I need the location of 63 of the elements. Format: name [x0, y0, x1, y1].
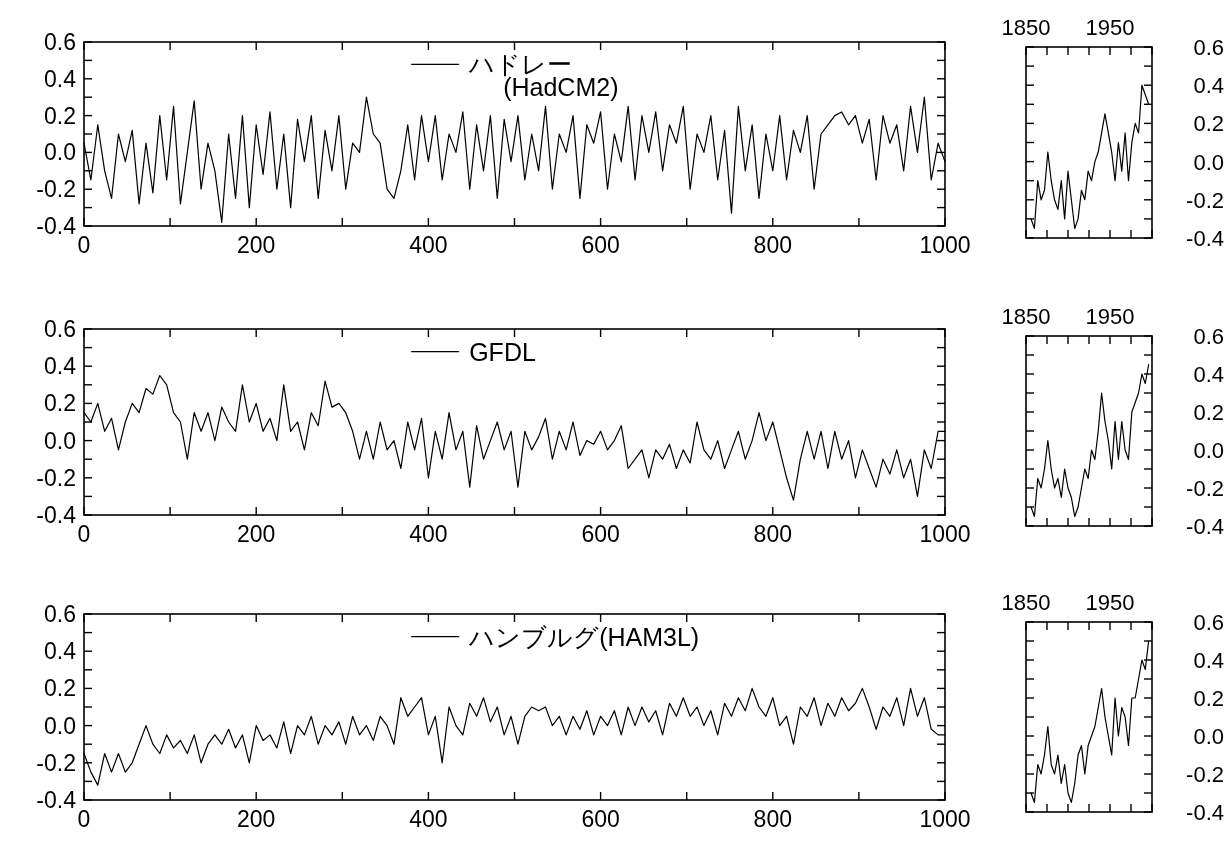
x-tick-label: 400 [409, 232, 448, 258]
y-tick-label: 0.4 [44, 65, 77, 92]
x-tick-label: 1000 [919, 232, 971, 258]
y-tick-label: -0.4 [1186, 514, 1224, 539]
x-tick-label: 1850 [1001, 304, 1051, 329]
y-tick-label: -0.2 [36, 464, 76, 491]
x-tick-label: 200 [237, 806, 276, 832]
x-tick-label: 0 [77, 806, 91, 832]
x-tick-label: 1950 [1085, 590, 1135, 615]
y-tick-label: -0.2 [1186, 762, 1224, 787]
x-tick-label: 800 [753, 232, 792, 258]
y-tick-label: 0.6 [44, 316, 76, 342]
x-tick-label: 400 [409, 806, 448, 832]
y-tick-label: 0.0 [1193, 438, 1224, 463]
y-tick-label: 0.2 [1193, 400, 1224, 425]
y-tick-label: 0.2 [1193, 111, 1224, 137]
y-tick-label: 0.6 [44, 29, 76, 55]
y-tick-label: -0.2 [1186, 476, 1224, 501]
y-tick-label: -0.2 [36, 176, 76, 203]
y-tick-label: -0.4 [1186, 226, 1224, 251]
y-tick-label: 0.0 [1193, 149, 1224, 175]
x-tick-label: 600 [581, 232, 620, 258]
x-tick-label: 800 [753, 521, 792, 547]
x-tick-label: 1850 [1001, 15, 1051, 40]
y-tick-label: 0.0 [1193, 724, 1224, 749]
y-tick-label: -0.4 [36, 787, 77, 813]
y-tick-label: 0.6 [1193, 610, 1224, 635]
y-tick-label: 0.4 [44, 353, 77, 380]
x-tick-label: 200 [237, 521, 276, 547]
x-tick-label: 0 [77, 521, 91, 547]
x-tick-label: 1850 [1001, 590, 1051, 615]
y-tick-label: 0.2 [44, 102, 76, 129]
y-tick-label: 0.6 [44, 601, 76, 627]
y-tick-label: -0.2 [36, 749, 76, 776]
x-tick-label: 600 [581, 806, 620, 832]
y-tick-label: 0.0 [44, 139, 76, 166]
x-tick-label: 1000 [919, 521, 971, 547]
y-tick-label: 0.0 [44, 427, 76, 454]
y-tick-label: -0.4 [36, 502, 77, 528]
x-tick-label: 1950 [1085, 304, 1135, 329]
legend-label: GFDL [469, 337, 536, 366]
y-tick-label: -0.4 [1186, 800, 1224, 825]
y-tick-label: 0.4 [1193, 648, 1224, 673]
legend-label: ハドレー (HadCM2) [468, 50, 619, 102]
y-tick-label: 0.4 [44, 638, 77, 665]
y-tick-label: 0.2 [1193, 686, 1224, 711]
legend-label: ハンブルグ(HAM3L) [468, 622, 700, 651]
x-tick-label: 1950 [1085, 15, 1135, 40]
y-tick-label: -0.2 [1186, 187, 1224, 213]
y-tick-label: 0.0 [44, 712, 76, 739]
x-tick-label: 1000 [919, 806, 971, 832]
y-tick-label: 0.2 [44, 675, 76, 702]
x-tick-label: 400 [409, 521, 448, 547]
x-tick-label: 0 [77, 232, 91, 258]
y-tick-label: 0.6 [1193, 324, 1224, 349]
x-tick-label: 600 [581, 521, 620, 547]
y-tick-label: 0.2 [44, 390, 76, 417]
y-tick-label: -0.4 [36, 213, 77, 239]
y-tick-label: 0.4 [1193, 73, 1224, 99]
y-tick-label: 0.6 [1193, 35, 1224, 60]
x-tick-label: 800 [753, 806, 792, 832]
y-tick-label: 0.4 [1193, 362, 1224, 387]
x-tick-label: 200 [237, 232, 276, 258]
